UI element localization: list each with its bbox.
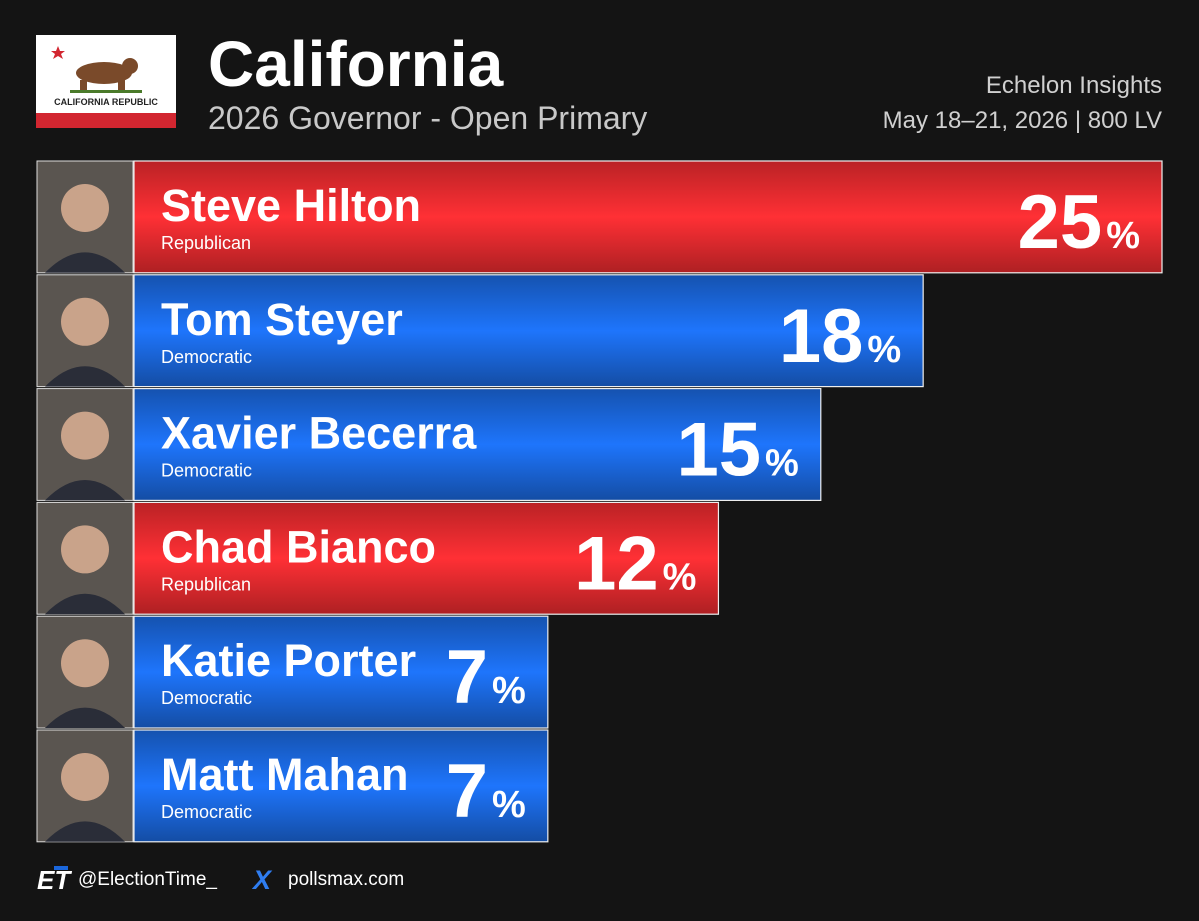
value-label: 7% — [446, 749, 526, 834]
bar — [133, 160, 1163, 274]
bar — [133, 388, 822, 502]
photo-shoulders — [45, 707, 125, 728]
bar — [133, 501, 720, 615]
candidate-party: Democratic — [161, 688, 252, 708]
candidate-party: Republican — [161, 233, 251, 253]
candidate-name: Tom Steyer — [161, 294, 403, 345]
poll-details: May 18–21, 2026 | 800 LV — [883, 107, 1162, 134]
chart-subtitle: 2026 Governor - Open Primary — [208, 100, 647, 136]
bar — [133, 615, 549, 729]
photo-head — [61, 411, 109, 460]
candidate-name: Steve Hilton — [161, 180, 421, 231]
photo-head — [61, 753, 109, 801]
candidate-name: Matt Mahan — [161, 749, 409, 800]
candidate-name: Katie Porter — [161, 635, 416, 686]
candidate-name: Xavier Becerra — [161, 408, 477, 459]
photo-head — [61, 525, 109, 574]
value-label: 7% — [446, 635, 526, 720]
x-logo: X — [251, 865, 273, 895]
chart-title: California — [208, 28, 504, 100]
photo-head — [61, 184, 109, 232]
bar — [133, 274, 924, 388]
photo-shoulders — [45, 366, 125, 387]
bar — [133, 729, 549, 843]
photo-shoulders — [45, 821, 125, 842]
photo-shoulders — [45, 480, 125, 501]
candidate-party: Republican — [161, 574, 251, 594]
value-label: 25% — [1018, 180, 1140, 265]
candidate-party: Democratic — [161, 802, 252, 822]
candidate-party: Democratic — [161, 461, 252, 481]
candidate-name: Chad Bianco — [161, 521, 436, 572]
value-label: 15% — [676, 408, 798, 493]
footer-website: pollsmax.com — [288, 869, 404, 890]
value-label: 18% — [779, 294, 901, 379]
et-logo-bar — [54, 866, 68, 870]
photo-head — [61, 297, 109, 346]
footer: ET @ElectionTime_ X pollsmax.com — [37, 865, 404, 895]
flag: CALIFORNIA REPUBLIC — [36, 35, 176, 128]
photo-shoulders — [45, 593, 125, 615]
candidate-party: Democratic — [161, 347, 252, 367]
flag-text: CALIFORNIA REPUBLIC — [54, 97, 158, 107]
value-label: 12% — [574, 521, 696, 606]
photo-head — [61, 639, 109, 688]
photo-shoulders — [45, 252, 125, 273]
source: Echelon Insights — [986, 72, 1162, 99]
footer-handle: @ElectionTime_ — [78, 869, 217, 890]
